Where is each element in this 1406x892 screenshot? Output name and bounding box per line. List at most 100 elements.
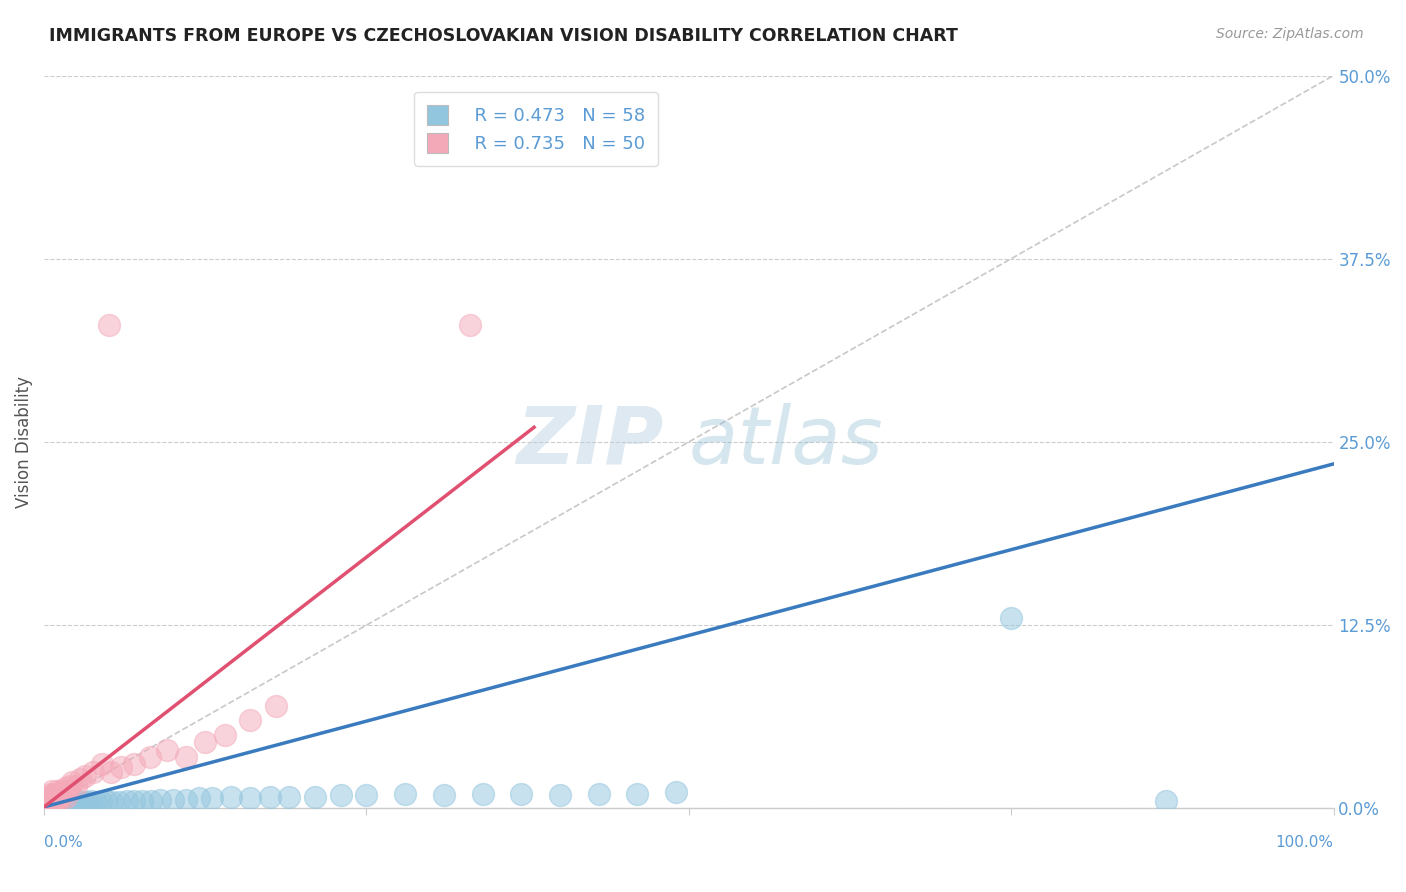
Point bbox=[53, 797, 76, 811]
Point bbox=[56, 784, 79, 798]
Point bbox=[41, 784, 63, 798]
Point bbox=[52, 797, 75, 811]
Point bbox=[38, 797, 60, 811]
Point bbox=[187, 791, 209, 805]
Point bbox=[37, 796, 59, 810]
Point bbox=[42, 792, 65, 806]
Point bbox=[52, 787, 75, 801]
Point bbox=[58, 796, 80, 810]
Point bbox=[548, 788, 571, 802]
Point bbox=[41, 796, 63, 810]
Legend:   R = 0.473   N = 58,   R = 0.735   N = 50: R = 0.473 N = 58, R = 0.735 N = 50 bbox=[415, 92, 658, 166]
Point bbox=[38, 794, 60, 808]
Text: 0.0%: 0.0% bbox=[44, 835, 83, 850]
Point bbox=[44, 789, 66, 804]
Point bbox=[48, 797, 70, 811]
Point bbox=[48, 789, 70, 804]
Text: Source: ZipAtlas.com: Source: ZipAtlas.com bbox=[1216, 27, 1364, 41]
Point bbox=[39, 787, 62, 801]
Point bbox=[124, 794, 146, 808]
Point bbox=[59, 780, 82, 794]
Point bbox=[174, 750, 197, 764]
Point bbox=[39, 792, 62, 806]
Point bbox=[394, 787, 416, 801]
Point bbox=[131, 794, 153, 808]
Point bbox=[38, 797, 60, 811]
Point bbox=[471, 787, 494, 801]
Point bbox=[149, 792, 172, 806]
Point bbox=[59, 797, 82, 811]
Point bbox=[239, 714, 262, 728]
Point bbox=[219, 789, 242, 804]
Point bbox=[44, 794, 66, 808]
Point bbox=[38, 789, 60, 804]
Point bbox=[588, 787, 610, 801]
Point bbox=[62, 796, 84, 810]
Point bbox=[65, 797, 87, 811]
Y-axis label: Vision Disability: Vision Disability bbox=[15, 376, 32, 508]
Point bbox=[41, 794, 63, 808]
Point bbox=[35, 796, 58, 810]
Point bbox=[46, 784, 69, 798]
Point bbox=[75, 769, 97, 783]
Point bbox=[51, 796, 73, 810]
Point bbox=[278, 789, 301, 804]
Point bbox=[162, 792, 184, 806]
Point bbox=[55, 789, 77, 804]
Point bbox=[69, 772, 91, 786]
Point bbox=[304, 789, 326, 804]
Point bbox=[94, 794, 117, 808]
Point bbox=[45, 787, 67, 801]
Point bbox=[76, 796, 98, 810]
Point bbox=[1000, 611, 1022, 625]
Point bbox=[239, 791, 262, 805]
Point bbox=[46, 797, 69, 811]
Point bbox=[91, 757, 114, 772]
Point bbox=[201, 791, 224, 805]
Point bbox=[45, 796, 67, 810]
Point bbox=[139, 750, 162, 764]
Point bbox=[35, 794, 58, 808]
Point bbox=[65, 780, 87, 794]
Point bbox=[51, 784, 73, 798]
Text: 100.0%: 100.0% bbox=[1275, 835, 1333, 850]
Point bbox=[101, 796, 124, 810]
Point bbox=[37, 792, 59, 806]
Point bbox=[35, 797, 58, 811]
Point bbox=[45, 792, 67, 806]
Point bbox=[194, 735, 217, 749]
Point bbox=[62, 797, 84, 811]
Point bbox=[67, 796, 90, 810]
Point bbox=[510, 787, 533, 801]
Point bbox=[433, 788, 456, 802]
Point bbox=[44, 797, 66, 811]
Point bbox=[82, 764, 104, 779]
Text: IMMIGRANTS FROM EUROPE VS CZECHOSLOVAKIAN VISION DISABILITY CORRELATION CHART: IMMIGRANTS FROM EUROPE VS CZECHOSLOVAKIA… bbox=[49, 27, 957, 45]
Point bbox=[97, 318, 120, 332]
Point bbox=[626, 787, 648, 801]
Point bbox=[41, 789, 63, 804]
Point bbox=[1154, 794, 1177, 808]
Point bbox=[37, 797, 59, 811]
Point bbox=[42, 788, 65, 802]
Point bbox=[42, 797, 65, 811]
Point bbox=[46, 797, 69, 811]
Point bbox=[356, 788, 378, 802]
Point bbox=[264, 698, 287, 713]
Point bbox=[124, 757, 146, 772]
Point bbox=[110, 760, 132, 774]
Point bbox=[53, 780, 76, 795]
Point bbox=[458, 318, 481, 332]
Point bbox=[90, 796, 112, 810]
Point bbox=[62, 775, 84, 789]
Point bbox=[49, 788, 72, 802]
Point bbox=[174, 792, 197, 806]
Point bbox=[39, 798, 62, 813]
Point bbox=[37, 796, 59, 810]
Point bbox=[115, 794, 138, 808]
Point bbox=[60, 797, 83, 811]
Point bbox=[665, 785, 688, 799]
Point bbox=[39, 796, 62, 810]
Text: ZIP: ZIP bbox=[516, 403, 664, 481]
Point bbox=[79, 794, 101, 808]
